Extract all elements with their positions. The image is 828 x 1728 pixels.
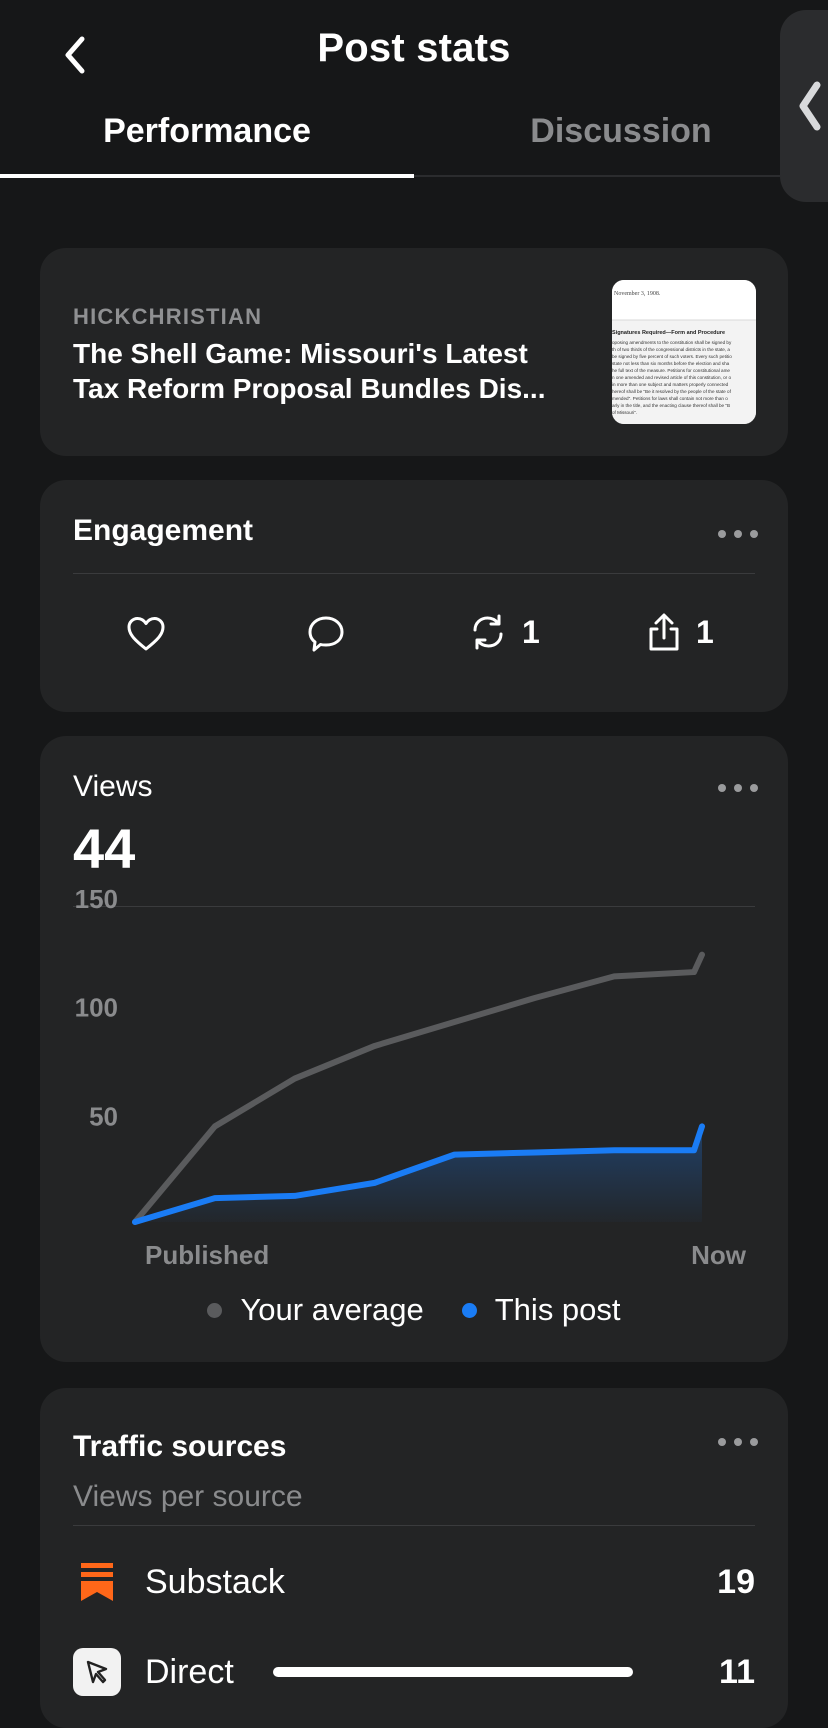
tab-active-indicator [0, 174, 414, 178]
thumbnail-heading: Signatures Required—Form and Procedure [612, 330, 725, 336]
engagement-card: Engagement 1 1 [40, 480, 788, 712]
likes-button[interactable] [126, 616, 180, 652]
thumbnail-text-line: be signed by five percent of such voters… [612, 354, 732, 359]
post-author: HICKCHRISTIAN [73, 304, 262, 330]
thumbnail-text-line: n one amended and revised article of thi… [612, 375, 731, 380]
traffic-source-row[interactable]: Substack 19 [73, 1552, 755, 1612]
legend-item-this-post: This post [462, 1292, 621, 1328]
views-chart: 50 100 150 Published Now [40, 736, 788, 1296]
thumbnail-text-line: th of two thirds of the congressional di… [612, 347, 730, 352]
substack-icon [73, 1558, 121, 1606]
thumbnail-text-line: in more than one subject and matters pro… [612, 382, 729, 387]
thumbnail-date: November 3, 1908. [614, 291, 661, 297]
traffic-source-row[interactable]: Direct 11 [73, 1642, 755, 1702]
legend-label: Your average [240, 1292, 423, 1328]
thumbnail-text-line: hereof shall be "Be it resolved by the p… [612, 389, 732, 394]
post-title-line: Tax Reform Proposal Bundles Dis... [73, 371, 573, 406]
restacks-count: 1 [522, 614, 540, 651]
heart-icon [126, 616, 166, 652]
legend-item-average: Your average [207, 1292, 423, 1328]
x-start-label: Published [145, 1240, 269, 1270]
page-title: Post stats [0, 26, 828, 71]
traffic-source-name: Direct [145, 1653, 234, 1692]
restack-icon [468, 612, 508, 652]
cursor-icon [73, 1648, 121, 1696]
traffic-source-bar [273, 1667, 633, 1677]
divider [73, 1525, 755, 1526]
traffic-more-button[interactable] [718, 1432, 758, 1452]
thumbnail-text-line: state not less than six months before th… [612, 361, 730, 366]
tab-divider [414, 175, 780, 177]
thumbnail-text-line: of Missouri". [612, 410, 637, 415]
side-panel-handle[interactable] [780, 10, 828, 202]
thumbnail-text-line: arly in the title, and the enacting clau… [612, 403, 730, 408]
traffic-source-count: 19 [717, 1563, 755, 1602]
share-icon [646, 612, 682, 652]
y-tick-label: 150 [75, 884, 118, 914]
shares-count: 1 [696, 614, 714, 651]
traffic-source-count: 11 [719, 1653, 755, 1692]
x-end-label: Now [691, 1240, 747, 1270]
this-post-area [135, 1126, 702, 1222]
legend-dot [207, 1303, 222, 1318]
comments-button[interactable] [306, 614, 360, 654]
engagement-title: Engagement [73, 514, 253, 548]
traffic-sources-card: Traffic sources Views per source Substac… [40, 1388, 788, 1728]
post-title: The Shell Game: Missouri's Latest Tax Re… [73, 336, 573, 406]
comment-bubble-icon [306, 614, 346, 654]
thumbnail-text-line: he full text of the measure. Petitions f… [612, 368, 730, 373]
thumbnail-text-line: mended". Petitions for laws shall contai… [612, 396, 728, 401]
post-title-line: The Shell Game: Missouri's Latest [73, 336, 573, 371]
header: Post stats Performance Discussion [0, 0, 828, 180]
chevron-left-icon [797, 81, 823, 131]
tab-performance[interactable]: Performance [0, 112, 414, 151]
post-thumbnail-image: November 3, 1908. Signatures Required—Fo… [612, 280, 756, 424]
post-thumbnail: November 3, 1908. Signatures Required—Fo… [612, 280, 756, 424]
legend-dot [462, 1303, 477, 1318]
divider [73, 573, 755, 574]
post-card[interactable]: HICKCHRISTIAN The Shell Game: Missouri's… [40, 248, 788, 456]
traffic-title: Traffic sources [73, 1430, 286, 1464]
y-tick-label: 100 [75, 993, 118, 1023]
legend-label: This post [495, 1292, 621, 1328]
traffic-source-name: Substack [145, 1563, 285, 1602]
thumbnail-text-line: oposing amendments to the constitution s… [612, 340, 732, 345]
y-tick-label: 50 [89, 1101, 118, 1131]
traffic-subtitle: Views per source [73, 1480, 303, 1514]
engagement-more-button[interactable] [718, 524, 758, 544]
chart-legend: Your average This post [40, 1292, 788, 1328]
tab-discussion[interactable]: Discussion [414, 112, 828, 151]
shares-button[interactable]: 1 [646, 612, 714, 652]
restacks-button[interactable]: 1 [468, 612, 540, 652]
thumbnail-text: oposing amendments to the constitution s… [612, 340, 732, 415]
